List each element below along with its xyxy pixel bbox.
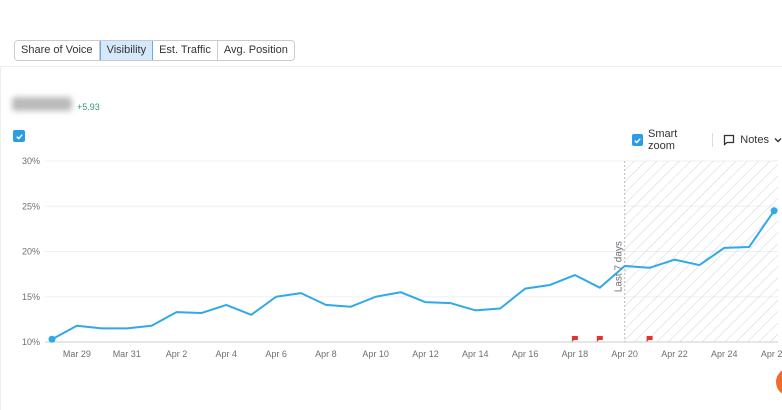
toolbar-separator [712,133,714,147]
x-tick-label: Apr 12 [412,349,439,359]
panel-border [0,66,1,410]
x-tick-label: Apr 6 [265,349,287,359]
x-tick-label: Apr 26 [761,349,782,359]
comment-icon [724,134,735,146]
last-7-days-region [624,161,778,342]
smart-zoom-toggle[interactable]: Smart zoom [632,128,702,152]
x-tick-label: Apr 20 [611,349,638,359]
notes-label: Notes [740,134,769,146]
y-tick-label: 10% [22,337,40,347]
x-tick-label: Apr 22 [661,349,688,359]
notes-dropdown[interactable]: Notes [723,134,782,146]
note-flag-icon[interactable] [571,336,578,342]
tab-avg-position[interactable]: Avg. Position [217,41,294,60]
end-point[interactable] [770,207,778,215]
series-checkbox[interactable] [13,130,25,142]
delta-value: +5.93 [77,102,100,112]
x-tick-label: Mar 29 [63,349,91,359]
note-flag-icon[interactable] [596,336,603,342]
y-tick-label: 30% [22,156,40,166]
y-tick-label: 25% [22,201,40,211]
x-tick-label: Apr 10 [362,349,389,359]
visibility-line-chart[interactable]: 10% 15% 20% 25% 30% Last 7 days Mar 29 Mar 31 Ap… [0,150,782,410]
x-tick-label: Apr 24 [711,349,738,359]
check-icon [634,137,641,144]
check-icon [15,133,23,140]
smart-zoom-checkbox[interactable] [632,134,643,146]
chart-toolbar: Smart zoom Notes [632,128,782,152]
x-tick-label: Apr 2 [166,349,188,359]
smart-zoom-label: Smart zoom [648,128,678,152]
tab-est-traffic[interactable]: Est. Traffic [153,41,218,60]
y-tick-label: 15% [22,292,40,302]
last-7-days-label: Last 7 days [614,241,625,292]
y-tick-label: 20% [22,247,40,257]
visibility-line [51,210,775,341]
tab-share-of-voice[interactable]: Share of Voice [15,41,100,60]
x-tick-label: Apr 4 [216,349,238,359]
x-tick-label: Apr 16 [512,349,539,359]
x-tick-label: Mar 31 [113,349,141,359]
blurred-value [12,97,72,111]
start-point[interactable] [48,335,56,343]
help-widget-icon[interactable] [776,368,782,396]
metric-tabs: Share of Voice Visibility Est. Traffic Avg.… [14,40,295,61]
chevron-down-icon [774,138,782,143]
x-tick-label: Apr 14 [462,349,489,359]
header-divider [0,66,782,67]
note-flag-icon[interactable] [646,336,653,342]
x-tick-label: Apr 8 [315,349,337,359]
x-tick-label: Apr 18 [562,349,589,359]
tab-visibility[interactable]: Visibility [99,41,154,60]
